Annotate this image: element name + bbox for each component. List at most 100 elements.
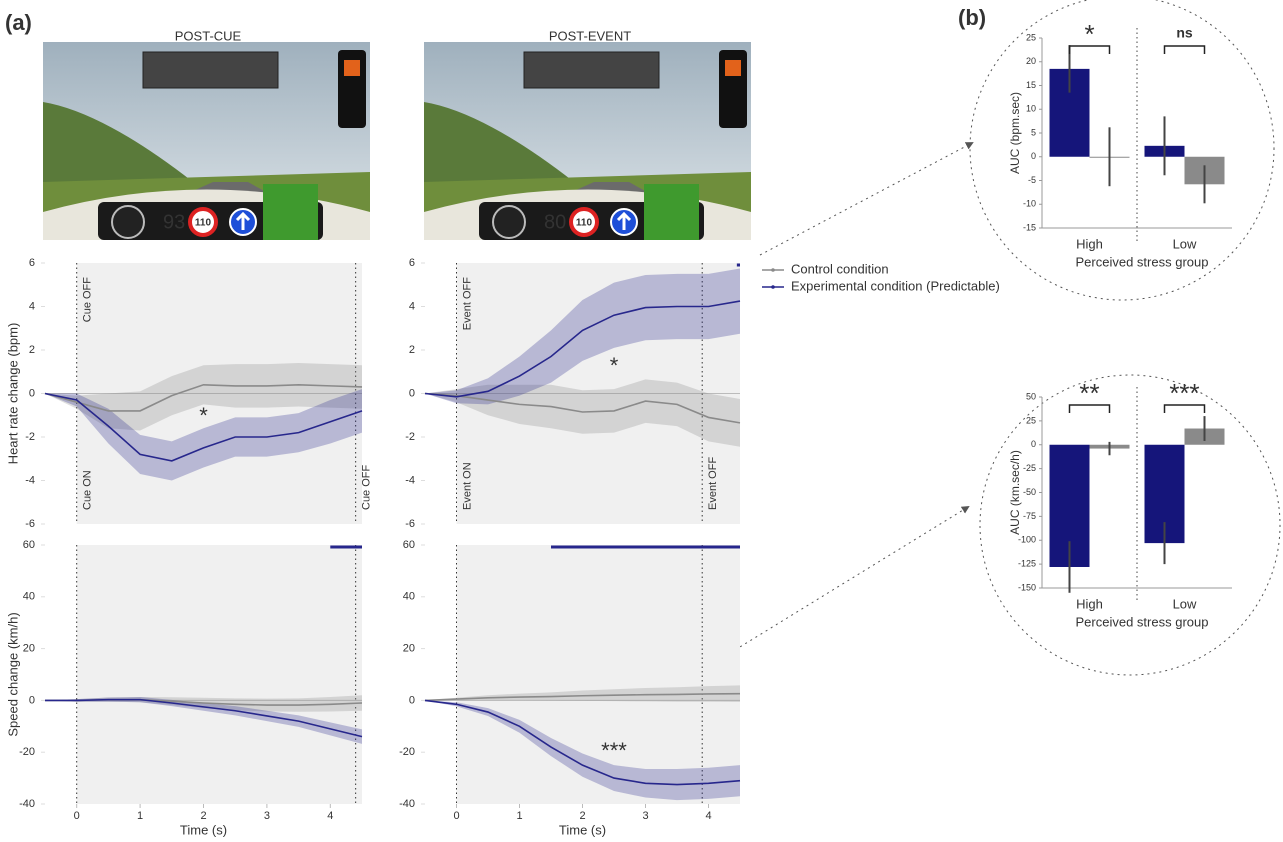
y-tick-label: 2 xyxy=(29,344,35,356)
zoom-arrow xyxy=(759,142,974,256)
significance-bracket xyxy=(1068,45,1111,54)
mirror xyxy=(142,51,279,89)
y-tick-label: -100 xyxy=(1018,535,1036,545)
y-tick-label: -4 xyxy=(25,474,35,486)
y-tick-label: -4 xyxy=(405,474,415,486)
y-tick-label: -6 xyxy=(405,518,415,530)
legend-marker xyxy=(771,268,775,272)
x-tick-label: Low xyxy=(1173,596,1197,611)
y-tick-label: 0 xyxy=(409,387,415,399)
y-tick-label: 50 xyxy=(1026,391,1036,401)
y-tick-label: 5 xyxy=(1031,127,1036,137)
x-tick-label: Low xyxy=(1173,236,1197,251)
y-tick-label: 6 xyxy=(29,257,35,269)
phone-icon xyxy=(344,60,360,76)
control-event-label: Cue OFF xyxy=(82,277,94,323)
gps-map xyxy=(263,184,318,240)
legend-label: Experimental condition (Predictable) xyxy=(791,278,1000,293)
y-tick-label: 60 xyxy=(23,539,35,551)
x-tick-label: High xyxy=(1076,596,1103,611)
y-tick-label: 0 xyxy=(1031,439,1036,449)
significance-label: *** xyxy=(1169,378,1199,408)
y-tick-label: 20 xyxy=(403,643,415,655)
zoom-arrow xyxy=(734,505,970,651)
panel-label: (a) xyxy=(5,10,32,35)
legend-marker xyxy=(771,285,775,289)
column-title: POST-CUE xyxy=(175,28,242,43)
limit: 110 xyxy=(195,218,212,229)
column-title: POST-EVENT xyxy=(549,28,631,43)
y-tick-label: -20 xyxy=(399,746,415,758)
significance-bracket xyxy=(1163,404,1206,413)
confidence-band xyxy=(45,363,362,431)
y-tick-label: -25 xyxy=(1023,463,1036,473)
x-tick-label: 1 xyxy=(516,810,522,822)
x-tick-label: 0 xyxy=(74,810,80,822)
analysis-window xyxy=(76,545,362,804)
limit: 110 xyxy=(576,218,593,229)
event-label: Event ON xyxy=(461,462,473,510)
event-label: Cue OFF xyxy=(361,464,373,510)
significance-annotation: *** xyxy=(601,738,627,763)
mirror xyxy=(523,51,660,89)
zoom-circle xyxy=(969,0,1275,301)
limit-sign xyxy=(569,207,599,237)
y-tick-label: 15 xyxy=(1026,80,1036,90)
y-axis-label: AUC (bpm.sec) xyxy=(1008,92,1022,174)
x-tick-label: 2 xyxy=(579,810,585,822)
significance-label: ** xyxy=(1079,378,1099,408)
y-tick-label: 40 xyxy=(23,591,35,603)
y-axis-label: AUC (km.sec/h) xyxy=(1008,450,1022,535)
significance-annotation: * xyxy=(610,353,619,378)
y-tick-label: 40 xyxy=(403,591,415,603)
gps-map xyxy=(644,184,699,240)
x-axis-label: Perceived stress group xyxy=(1076,254,1209,269)
simulator-image: 93 110 xyxy=(43,42,370,240)
x-tick-label: 2 xyxy=(200,810,206,822)
series-line xyxy=(424,300,741,398)
series-line xyxy=(45,698,363,738)
x-axis-label: Time (s) xyxy=(559,822,606,837)
y-tick-label: 0 xyxy=(409,694,415,706)
y-tick-label: 0 xyxy=(29,387,35,399)
limit-sign xyxy=(188,207,218,237)
x-tick-label: 4 xyxy=(705,810,711,822)
significance-bracket xyxy=(1163,45,1206,54)
y-tick-label: 60 xyxy=(403,539,415,551)
zoom-circle xyxy=(979,374,1281,676)
direction-arrow xyxy=(616,211,632,230)
significance-annotation: * xyxy=(199,403,208,428)
event-label: Event OFF xyxy=(707,457,719,510)
speedometer xyxy=(492,205,526,239)
series-line xyxy=(44,383,363,412)
series-line xyxy=(44,392,363,462)
y-tick-label: -50 xyxy=(1023,487,1036,497)
event-label: Cue ON xyxy=(82,470,94,510)
x-axis-label: Perceived stress group xyxy=(1076,614,1209,629)
simulator-image: 80 110 xyxy=(424,42,751,240)
analysis-window xyxy=(456,545,740,804)
hill xyxy=(424,102,574,202)
y-tick-label: -15 xyxy=(1023,222,1036,232)
speedometer xyxy=(111,205,145,239)
series-line xyxy=(424,699,741,786)
y-tick-label: 0 xyxy=(1031,151,1036,161)
y-tick-label: -2 xyxy=(405,431,415,443)
y-tick-label: -10 xyxy=(1023,199,1036,209)
y-tick-label: -5 xyxy=(1028,175,1036,185)
speed: 93 xyxy=(163,211,185,233)
y-tick-label: -150 xyxy=(1018,582,1036,592)
x-tick-label: 1 xyxy=(137,810,143,822)
significance-label: ns xyxy=(1176,25,1193,41)
y-tick-label: 20 xyxy=(1026,56,1036,66)
y-tick-label: -40 xyxy=(19,798,35,810)
series-line xyxy=(424,692,741,702)
y-tick-label: 4 xyxy=(29,300,35,312)
y-tick-label: -6 xyxy=(25,518,35,530)
y-tick-label: 2 xyxy=(409,344,415,356)
significance-bracket xyxy=(1068,404,1111,413)
confidence-band xyxy=(425,379,740,447)
confidence-band xyxy=(425,268,740,405)
significance-label: * xyxy=(1084,19,1094,49)
